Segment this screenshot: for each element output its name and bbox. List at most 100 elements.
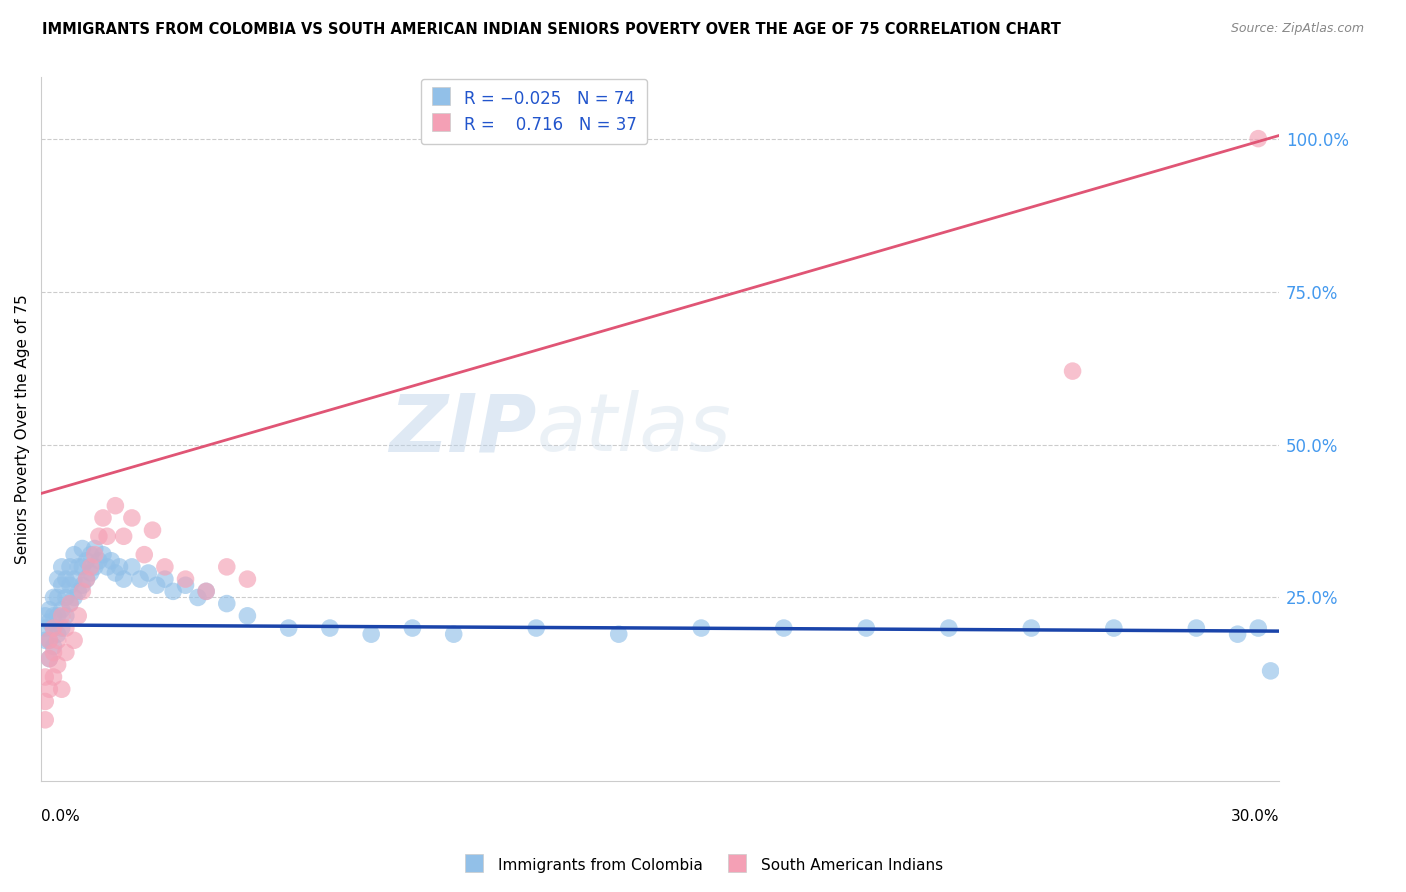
Point xyxy=(38,651,60,665)
Point xyxy=(153,572,176,586)
Point xyxy=(772,621,794,635)
Point xyxy=(42,646,65,660)
Point xyxy=(524,621,547,635)
Point xyxy=(46,572,69,586)
Point xyxy=(55,646,77,660)
Point xyxy=(59,560,82,574)
Point xyxy=(1102,621,1125,635)
Point xyxy=(112,572,135,586)
Point xyxy=(63,633,86,648)
Point xyxy=(138,566,160,580)
Point xyxy=(51,603,73,617)
Point xyxy=(91,511,114,525)
Point xyxy=(51,560,73,574)
Point xyxy=(195,584,218,599)
Text: 0.0%: 0.0% xyxy=(41,809,80,824)
Point xyxy=(46,627,69,641)
Point xyxy=(79,566,101,580)
Point xyxy=(38,633,60,648)
Point xyxy=(87,529,110,543)
Point xyxy=(67,560,90,574)
Point xyxy=(443,627,465,641)
Point xyxy=(360,627,382,641)
Legend: R = −0.025   N = 74, R =    0.716   N = 37: R = −0.025 N = 74, R = 0.716 N = 37 xyxy=(420,78,647,144)
Point xyxy=(42,591,65,605)
Point xyxy=(55,621,77,635)
Point xyxy=(1260,664,1282,678)
Point xyxy=(153,560,176,574)
Point xyxy=(42,640,65,654)
Point xyxy=(72,578,94,592)
Point xyxy=(38,651,60,665)
Point xyxy=(42,621,65,635)
Point xyxy=(72,560,94,574)
Point xyxy=(1021,621,1043,635)
Point xyxy=(55,572,77,586)
Point xyxy=(141,523,163,537)
Point xyxy=(215,597,238,611)
Legend: Immigrants from Colombia, South American Indians: Immigrants from Colombia, South American… xyxy=(457,850,949,880)
Point xyxy=(91,548,114,562)
Point xyxy=(46,608,69,623)
Point xyxy=(112,529,135,543)
Point xyxy=(67,608,90,623)
Point xyxy=(46,591,69,605)
Text: ZIP: ZIP xyxy=(389,390,536,468)
Point xyxy=(46,633,69,648)
Point xyxy=(63,548,86,562)
Point xyxy=(51,682,73,697)
Point xyxy=(79,548,101,562)
Point xyxy=(76,572,98,586)
Point xyxy=(83,548,105,562)
Point xyxy=(1247,621,1270,635)
Point xyxy=(72,584,94,599)
Point xyxy=(100,554,122,568)
Text: Source: ZipAtlas.com: Source: ZipAtlas.com xyxy=(1230,22,1364,36)
Point xyxy=(690,621,713,635)
Point xyxy=(87,554,110,568)
Point xyxy=(938,621,960,635)
Point xyxy=(76,572,98,586)
Point xyxy=(108,560,131,574)
Point xyxy=(34,694,56,708)
Point xyxy=(51,608,73,623)
Point xyxy=(79,560,101,574)
Point xyxy=(55,591,77,605)
Point xyxy=(55,608,77,623)
Point xyxy=(34,621,56,635)
Point xyxy=(134,548,156,562)
Text: 30.0%: 30.0% xyxy=(1230,809,1279,824)
Point xyxy=(34,670,56,684)
Point xyxy=(145,578,167,592)
Point xyxy=(63,572,86,586)
Point xyxy=(277,621,299,635)
Point xyxy=(96,560,118,574)
Point xyxy=(51,578,73,592)
Point xyxy=(59,578,82,592)
Point xyxy=(121,511,143,525)
Point xyxy=(38,633,60,648)
Point xyxy=(63,591,86,605)
Point xyxy=(34,713,56,727)
Point xyxy=(174,578,197,592)
Point xyxy=(1247,131,1270,145)
Point xyxy=(319,621,342,635)
Point xyxy=(195,584,218,599)
Point xyxy=(51,621,73,635)
Point xyxy=(34,608,56,623)
Point xyxy=(162,584,184,599)
Point xyxy=(38,682,60,697)
Point xyxy=(38,615,60,629)
Point xyxy=(607,627,630,641)
Point xyxy=(42,621,65,635)
Point xyxy=(34,633,56,648)
Point xyxy=(236,608,259,623)
Point xyxy=(72,541,94,556)
Point xyxy=(96,529,118,543)
Text: IMMIGRANTS FROM COLOMBIA VS SOUTH AMERICAN INDIAN SENIORS POVERTY OVER THE AGE O: IMMIGRANTS FROM COLOMBIA VS SOUTH AMERIC… xyxy=(42,22,1062,37)
Point xyxy=(187,591,209,605)
Point xyxy=(1185,621,1208,635)
Point xyxy=(42,608,65,623)
Point xyxy=(104,499,127,513)
Point xyxy=(121,560,143,574)
